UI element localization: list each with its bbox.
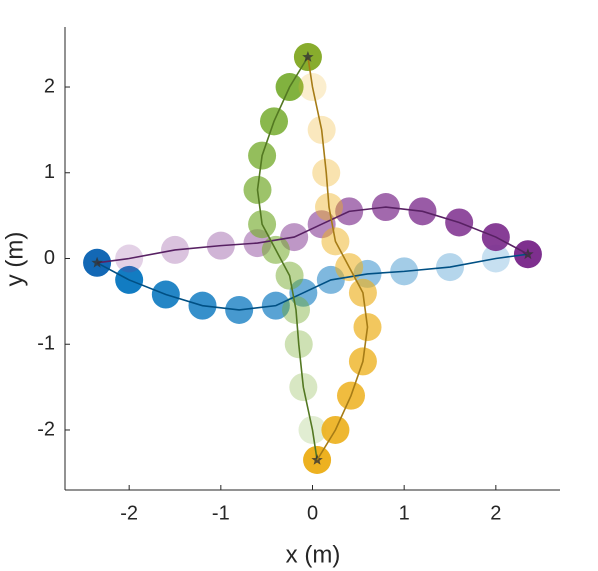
trajectory-line [307,56,369,461]
y-tick-label: 0 [44,247,55,269]
y-tick-label: 1 [44,161,55,183]
x-tick-label: 2 [490,502,501,524]
x-tick-label: -1 [212,502,230,524]
x-tick-label: 1 [399,502,410,524]
end-star [91,256,103,268]
x-axis-label: x (m) [286,541,341,568]
y-axis-label: y (m) [1,232,28,287]
y-tick-label: -2 [37,418,55,440]
trajectory-line [256,56,318,461]
x-tick-label: 0 [307,502,318,524]
x-tick-label: -2 [120,502,138,524]
end-star [302,51,314,62]
y-tick-label: -1 [37,333,55,355]
trajectory-line [96,206,529,264]
y-tick-label: 2 [44,75,55,97]
plot-area [83,43,542,474]
trajectory-line [96,253,529,311]
